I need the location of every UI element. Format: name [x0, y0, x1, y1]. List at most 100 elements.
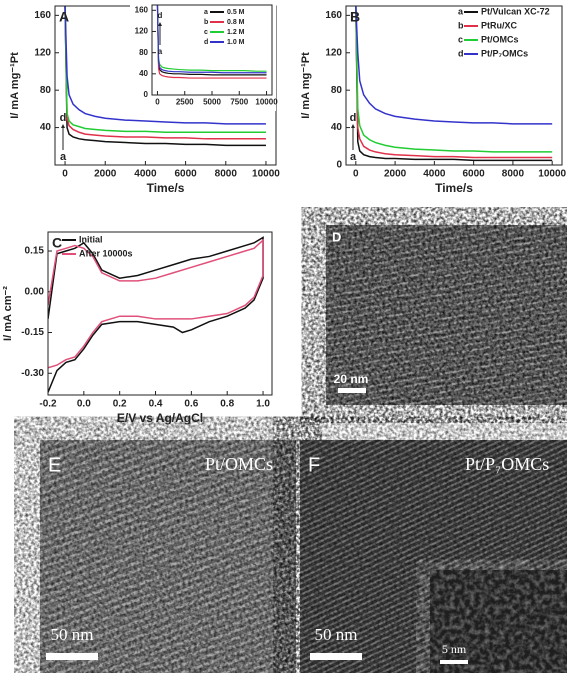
y-tick-label: 0	[144, 90, 149, 99]
legend-label: After 10000s	[79, 248, 133, 258]
legend-letter: b	[458, 20, 464, 30]
x-tick-label: 0.8	[220, 399, 234, 410]
x-tick-label: 0	[353, 169, 359, 180]
panel-label: D	[332, 229, 341, 244]
series-group	[64, 6, 266, 147]
legend-label: 0.5 M	[227, 9, 245, 16]
y-tick-label: 0.15	[25, 246, 45, 257]
y-tick-label: 120	[325, 47, 342, 58]
y-tick-label: 120	[34, 47, 51, 58]
legend-letter: d	[204, 39, 208, 46]
x-tick-label: 4000	[134, 169, 157, 180]
y-tick-label: 40	[331, 122, 343, 133]
scale-bar	[338, 388, 366, 393]
annotation: d	[350, 112, 357, 124]
y-tick-label: -0.30	[21, 368, 44, 379]
y-tick-label: -0.15	[21, 327, 44, 338]
panel-label: A	[59, 9, 69, 25]
y-tick-label: 0.00	[25, 286, 45, 297]
series-group	[156, 5, 267, 79]
y-tick-label: 0	[336, 160, 342, 171]
x-tick-label: 1.0	[256, 399, 270, 410]
data-line	[64, 6, 266, 140]
annotation: a	[158, 47, 163, 56]
legend-letter: c	[458, 34, 463, 44]
x-tick-label: 0.4	[149, 399, 163, 410]
annotation: d	[60, 112, 67, 124]
x-tick-label: 10000	[538, 169, 566, 180]
annotation-arrowhead	[351, 124, 355, 128]
y-tick-label: 80	[139, 48, 148, 57]
inset-scale-bar	[440, 660, 468, 664]
annotation-arrowhead	[158, 22, 162, 26]
annotation: a	[60, 151, 67, 163]
x-tick-label: 6000	[174, 169, 197, 180]
data-line	[64, 6, 266, 125]
micrograph-d: D 20 nm	[326, 225, 567, 405]
x-tick-label: 2000	[384, 169, 407, 180]
annotation-arrowhead	[61, 124, 65, 128]
data-line	[355, 6, 553, 159]
scale-bar	[46, 653, 98, 660]
scale-bar-label: 50 nm	[315, 625, 358, 644]
chart: 0 2500 5000 7500 10000 0 40 80 120 160 a 0.5 M b 0.8 …	[130, 3, 278, 111]
chart: -0.2 0.0 0.2 0.4 0.6 0.8 1.0 -0.30 -0.15 0.00 0.15…	[2, 231, 273, 425]
scale-bar-label: 20 nm	[334, 372, 369, 386]
legend-letter: c	[204, 29, 208, 36]
inset-scale-bar-label: 5 nm	[442, 642, 467, 656]
x-tick-label: 0.2	[113, 399, 127, 410]
data-line	[355, 6, 553, 125]
x-axis-label: Time/s	[147, 181, 185, 195]
legend-label: 1.2 M	[227, 29, 245, 36]
legend-label: Initial	[79, 234, 103, 244]
scale-bar	[310, 653, 362, 660]
data-line	[156, 5, 267, 72]
panel-label: C	[52, 235, 62, 251]
x-tick-label: 6000	[463, 169, 486, 180]
data-line	[156, 5, 267, 74]
x-axis-label: Time/s	[435, 181, 473, 195]
legend-letter: a	[458, 6, 464, 16]
y-tick-label: 40	[40, 122, 52, 133]
y-tick-label: 160	[135, 5, 149, 14]
chart: 0 2000 4000 6000 8000 10000 0 40 80 120 160 B Time/s…	[300, 5, 567, 195]
x-tick-label: 2500	[176, 97, 194, 106]
y-axis-label: I/ mA mg⁻¹Pt	[300, 52, 312, 119]
x-tick-label: 10000	[252, 169, 280, 180]
x-axis-label: E/V vs Ag/AgCl	[117, 411, 203, 425]
data-line	[64, 6, 266, 134]
legend-label: Pt/Vulcan XC-72	[481, 6, 550, 16]
x-tick-label: 0	[62, 169, 68, 180]
plot-frame	[47, 231, 273, 396]
plot-frame	[151, 4, 273, 96]
legend-label: Pt/OMCs	[481, 34, 519, 44]
legend-label: PtRu/XC	[481, 20, 518, 30]
legend-letter: d	[458, 48, 464, 58]
micrograph-f: F Pt/P₇OMCs 50 nm 5 nm	[300, 440, 567, 673]
y-tick-label: 120	[135, 27, 149, 36]
series-group	[355, 6, 553, 162]
y-tick-label: 40	[139, 69, 148, 78]
y-tick-label: 80	[40, 85, 52, 96]
data-line	[355, 6, 553, 153]
data-line	[48, 236, 264, 393]
legend-letter: b	[204, 19, 208, 26]
y-axis-label: I/ mA cm⁻²	[2, 286, 14, 341]
x-tick-label: 0.6	[184, 399, 198, 410]
plot-frame	[345, 5, 563, 166]
annotation: a	[350, 151, 357, 163]
legend-label: 1.0 M	[227, 39, 245, 46]
x-tick-label: -0.2	[39, 399, 57, 410]
x-tick-label: 0	[155, 97, 160, 106]
y-tick-label: 80	[331, 85, 343, 96]
series-group	[48, 236, 264, 393]
x-tick-label: 10000	[255, 97, 278, 106]
data-line	[64, 6, 266, 147]
caption: Pt/OMCs	[205, 454, 273, 474]
legend-letter: a	[204, 9, 208, 16]
data-line	[156, 5, 267, 76]
x-tick-label: 0.0	[77, 399, 91, 410]
data-line	[355, 6, 553, 162]
